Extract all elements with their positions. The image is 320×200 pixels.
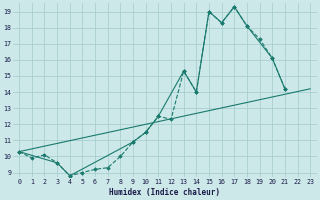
X-axis label: Humidex (Indice chaleur): Humidex (Indice chaleur): [109, 188, 220, 197]
